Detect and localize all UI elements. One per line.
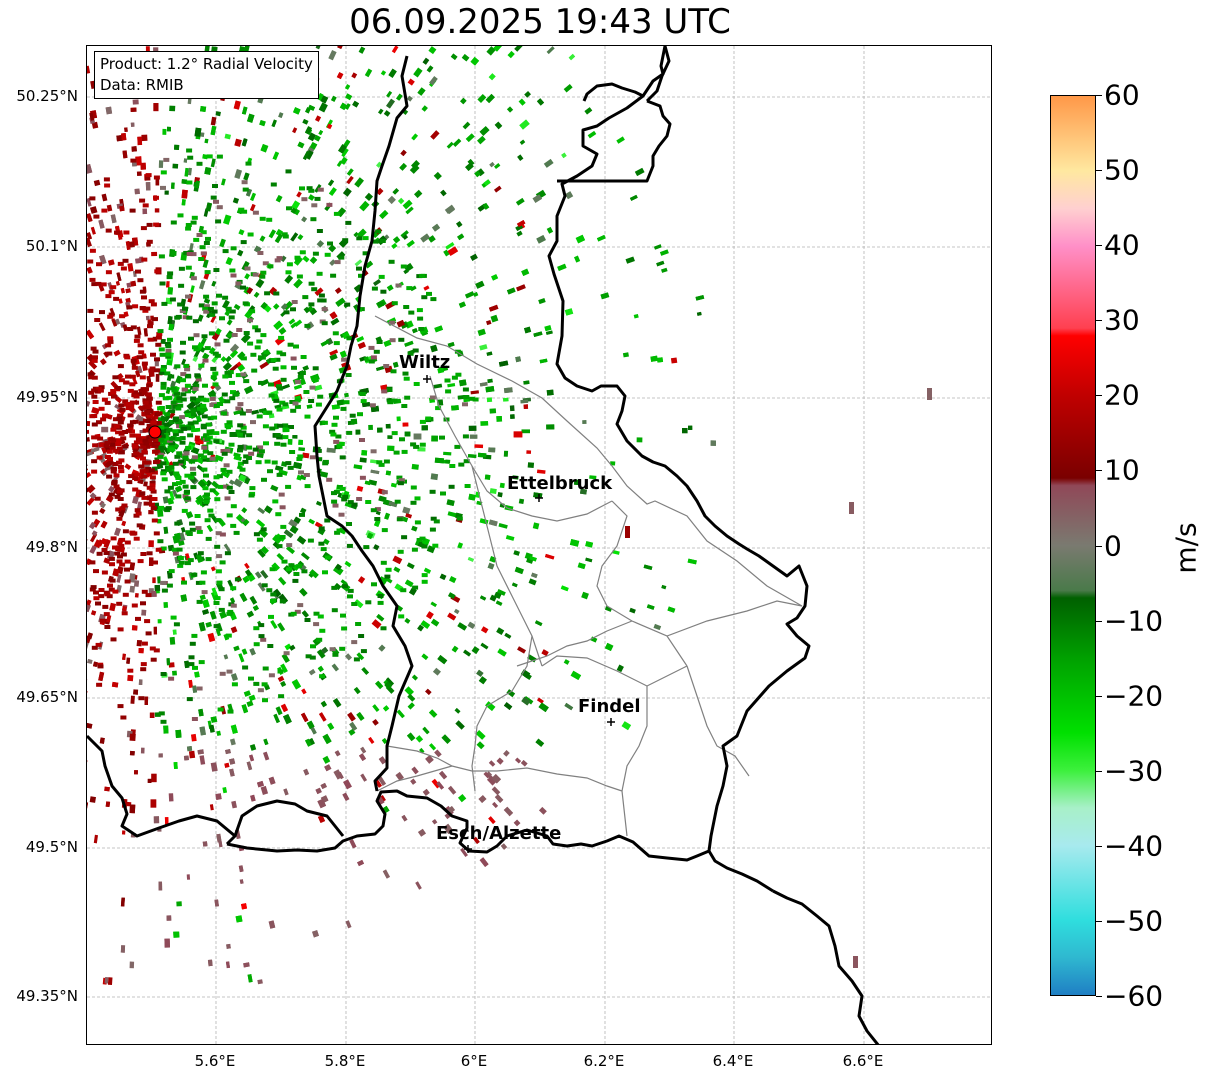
data-source-label: Data: RMIB	[100, 76, 184, 94]
colorbar-tick-mark	[1096, 545, 1102, 547]
product-info-box: Product: 1.2° Radial Velocity Data: RMIB	[94, 51, 319, 99]
city-esch-alzette: Esch/Alzette	[436, 823, 561, 853]
colorbar-tick-label: −40	[1104, 829, 1164, 863]
city-findel: Findel	[578, 696, 641, 726]
colorbar-tick-mark	[1096, 320, 1102, 322]
lat-tick-label: 49.35°N	[16, 987, 78, 1005]
lat-tick-label: 49.65°N	[16, 688, 78, 706]
city-label: Ettelbruck	[507, 473, 613, 494]
lon-tick-label: 6.2°E	[583, 1052, 625, 1070]
lon-tick-label: 6°E	[460, 1052, 488, 1070]
radar-site-dot[interactable]	[148, 425, 162, 439]
colorbar-tick-label: −30	[1104, 754, 1164, 788]
colorbar-tick-mark	[1096, 470, 1102, 472]
city-wiltz: Wiltz	[399, 352, 450, 383]
colorbar-tick-label: −10	[1104, 604, 1164, 638]
radar-map[interactable]: Wiltz Ettelbruck Findel Esch/Alzette	[86, 45, 992, 1045]
colorbar-tick-mark	[1096, 620, 1102, 622]
city-label: Esch/Alzette	[436, 823, 561, 844]
lat-tick-label: 50.25°N	[16, 87, 78, 105]
colorbar-tick-label: −60	[1104, 979, 1164, 1013]
radar-site-marker[interactable]	[148, 425, 162, 439]
colorbar-unit-label: m/s	[1169, 522, 1203, 574]
colorbar-tick-mark	[1096, 170, 1102, 172]
lat-tick-label: 50.1°N	[25, 237, 78, 255]
colorbar-tick-label: 20	[1104, 378, 1140, 412]
colorbar-tick-label: 10	[1104, 453, 1140, 487]
colorbar-tick-label: 0	[1104, 529, 1122, 562]
colorbar-tick-mark	[1096, 695, 1102, 697]
colorbar-tick-label: 30	[1104, 303, 1140, 337]
lat-tick-label: 49.5°N	[25, 838, 78, 856]
colorbar-tick-mark	[1096, 245, 1102, 247]
country-borders	[87, 46, 880, 1044]
lon-tick-label: 5.6°E	[194, 1052, 236, 1070]
city-label: Wiltz	[399, 352, 450, 373]
lon-tick-label: 6.4°E	[712, 1052, 754, 1070]
product-label: Product: 1.2° Radial Velocity	[100, 55, 313, 73]
colorbar-tick-mark	[1096, 770, 1102, 772]
city-label: Findel	[578, 696, 641, 717]
lon-tick-label: 6.6°E	[842, 1052, 884, 1070]
colorbar-tick-mark	[1096, 95, 1102, 96]
colorbar-tick-label: 50	[1104, 153, 1140, 187]
city-markers: Wiltz Ettelbruck Findel Esch/Alzette	[399, 352, 641, 853]
colorbar-tick-mark	[1096, 996, 1102, 997]
velocity-colorbar	[1050, 95, 1096, 996]
map-title: 06.09.2025 19:43 UTC	[349, 2, 731, 42]
colorbar-tick-mark	[1096, 920, 1102, 922]
colorbar-tick-label: 60	[1104, 78, 1140, 112]
colorbar-tick-label: −50	[1104, 904, 1164, 938]
colorbar-tick-mark	[1096, 395, 1102, 397]
lat-tick-label: 49.95°N	[16, 388, 78, 406]
lon-tick-label: 5.8°E	[324, 1052, 366, 1070]
colorbar-tick-mark	[1096, 845, 1102, 847]
colorbar-tick-label: −20	[1104, 679, 1164, 713]
colorbar-tick-label: 40	[1104, 228, 1140, 262]
city-ettelbruck: Ettelbruck	[507, 473, 613, 502]
lat-lon-grid	[87, 46, 991, 1044]
canton-boundaries	[374, 315, 803, 837]
lat-tick-label: 49.8°N	[25, 538, 78, 556]
radar-velocity-echoes	[87, 46, 932, 985]
